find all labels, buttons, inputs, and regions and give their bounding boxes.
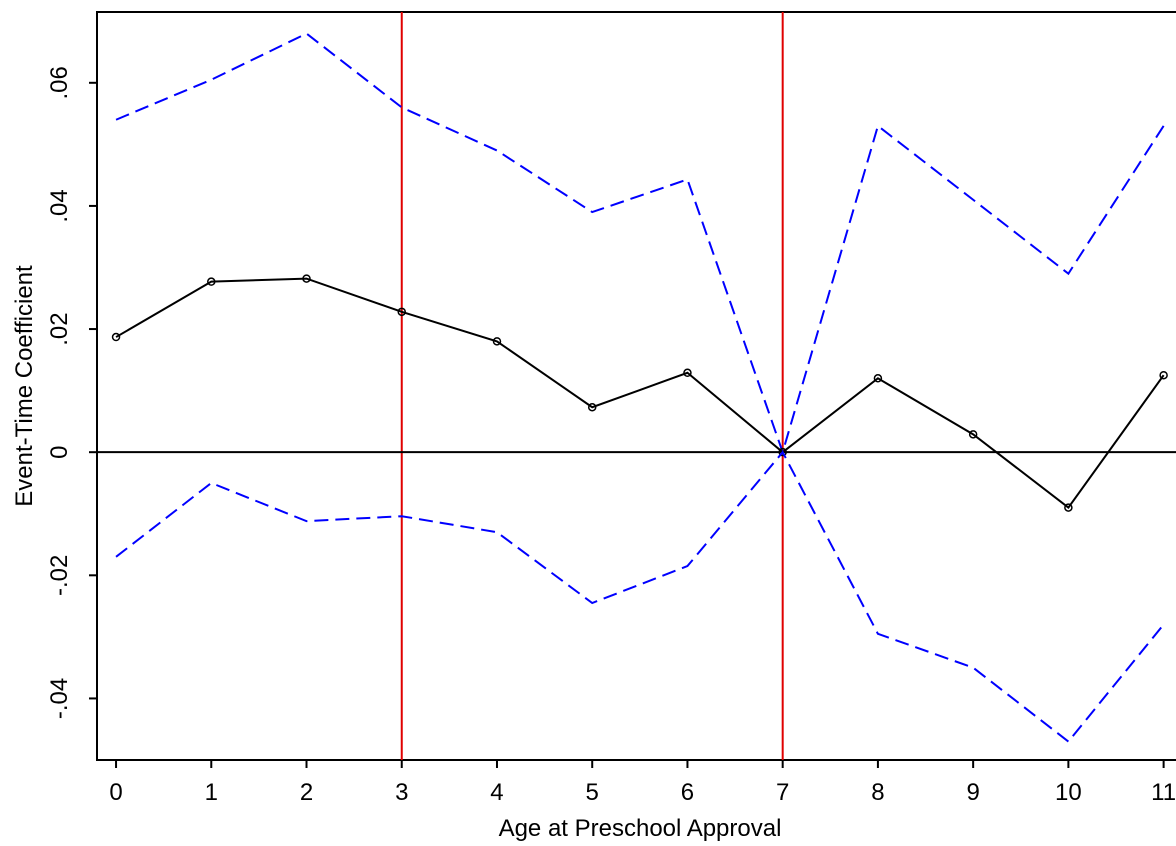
series-line [115, 450, 1165, 743]
x-tick-label: 1 [205, 779, 218, 806]
series-line [115, 277, 1165, 510]
point-marker [968, 430, 978, 439]
x-tick-label: 7 [776, 779, 789, 806]
point-marker [1159, 370, 1168, 380]
y-tick-label: -.02 [46, 555, 73, 596]
point-marker [778, 447, 787, 457]
point-marker [111, 332, 121, 342]
y-tick-label: 0 [46, 446, 73, 459]
series-line [115, 32, 1165, 456]
y-tick-label: -.04 [46, 678, 73, 719]
x-tick-label: 5 [586, 779, 599, 806]
point-marker [587, 402, 597, 412]
point-marker [1064, 503, 1073, 512]
point-marker [492, 337, 502, 346]
x-tick-label: 4 [490, 779, 503, 806]
point-marker [302, 274, 311, 283]
point-marker [207, 277, 216, 286]
plot-frame [96, 11, 1176, 761]
x-tick-label: 3 [395, 779, 408, 806]
x-tick-label: 0 [109, 779, 122, 806]
point-marker [397, 307, 406, 317]
x-tick-label: 10 [1055, 779, 1082, 806]
x-tick-label: 11 [1151, 779, 1176, 806]
point-marker [683, 368, 692, 378]
x-axis-title: Age at Preschool Approval [499, 815, 782, 842]
y-tick-label: .04 [46, 189, 73, 222]
y-axis-title: Event-Time Coefficient [11, 265, 38, 507]
y-tick-label: .06 [46, 66, 73, 99]
x-tick-label: 2 [300, 779, 313, 806]
x-tick-label: 9 [966, 779, 979, 806]
x-tick-label: 8 [871, 779, 884, 806]
x-tick-label: 6 [681, 779, 694, 806]
point-marker [873, 374, 883, 383]
y-tick-label: .02 [46, 312, 73, 345]
